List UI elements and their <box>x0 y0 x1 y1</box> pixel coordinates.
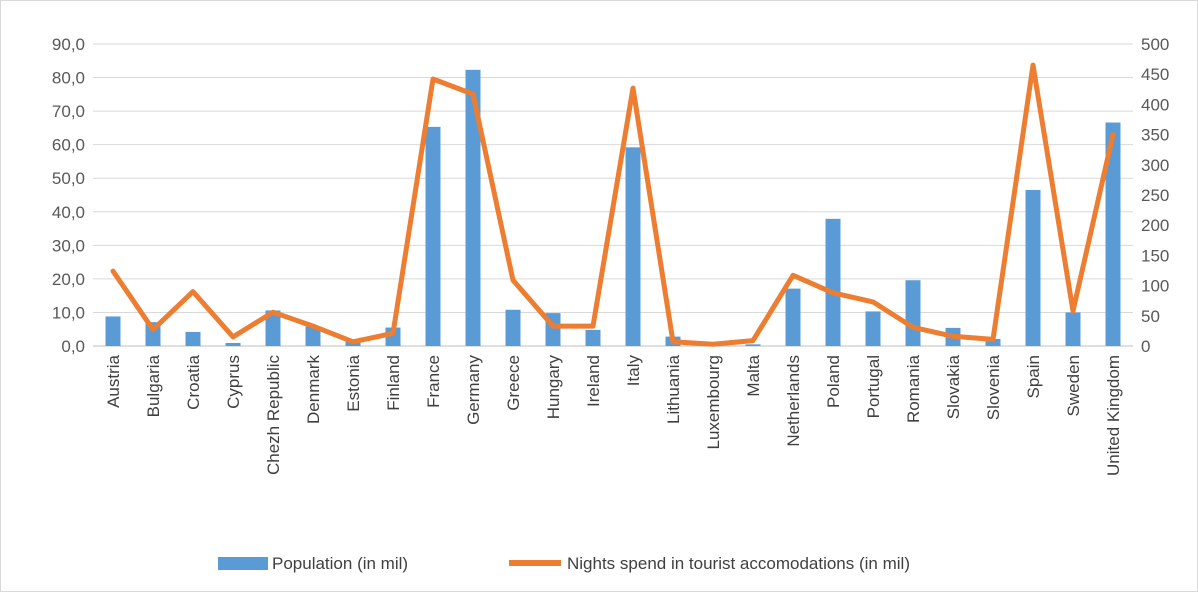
category-label: Luxembourg <box>704 355 723 450</box>
category-label: Portugal <box>864 355 883 418</box>
category-label: France <box>424 355 443 408</box>
left-axis-tick-label: 90,0 <box>52 35 85 54</box>
category-label: Finland <box>384 355 403 411</box>
right-axis-tick-label: 50 <box>1141 307 1160 326</box>
category-label: Denmark <box>304 355 323 424</box>
legend: Population (in mil) Nights spend in tour… <box>218 554 910 573</box>
category-label: Cyprus <box>224 355 243 409</box>
right-axis-tick-label: 500 <box>1141 35 1169 54</box>
right-axis-tick-label: 150 <box>1141 246 1169 265</box>
bar-cyprus <box>225 342 241 346</box>
category-label: Croatia <box>184 354 203 409</box>
category-label: Slovenia <box>984 354 1003 420</box>
bar-croatia <box>185 331 201 346</box>
bar-spain <box>1025 189 1041 346</box>
right-axis-tick-label: 350 <box>1141 126 1169 145</box>
right-axis-tick-label: 250 <box>1141 186 1169 205</box>
category-label: Poland <box>824 355 843 408</box>
left-axis-tick-label: 80,0 <box>52 69 85 88</box>
left-axis-tick-label: 30,0 <box>52 236 85 255</box>
bar-germany <box>465 69 481 347</box>
bar-poland <box>825 218 841 346</box>
right-axis-tick-label: 300 <box>1141 156 1169 175</box>
bar-netherlands <box>785 288 801 346</box>
left-axis-tick-label: 60,0 <box>52 136 85 155</box>
bar-portugal <box>865 311 881 346</box>
bar-romania <box>905 280 921 346</box>
category-label: United Kingdom <box>1104 355 1123 476</box>
bar-sweden <box>1065 312 1081 346</box>
category-label: Hungary <box>544 355 563 420</box>
category-label: Ireland <box>584 355 603 407</box>
bar-denmark <box>305 326 321 346</box>
bar-france <box>425 126 441 346</box>
legend-swatch-population <box>218 557 268 570</box>
bar-italy <box>625 147 641 346</box>
left-axis-tick-label: 10,0 <box>52 303 85 322</box>
category-label: Estonia <box>344 354 363 411</box>
left-axis-tick-label: 40,0 <box>52 203 85 222</box>
right-axis-tick-label: 100 <box>1141 277 1169 296</box>
bar-austria <box>105 316 121 346</box>
category-label: Bulgaria <box>144 354 163 417</box>
nights-line <box>110 62 1116 347</box>
category-label: Netherlands <box>784 355 803 447</box>
left-y-axis: 0,0 10,0 20,0 30,0 40,0 50,0 60,0 70,0 80,0 90,0 <box>52 35 85 356</box>
left-axis-tick-label: 70,0 <box>52 102 85 121</box>
category-label: Greece <box>504 355 523 411</box>
bar-greece <box>505 309 521 346</box>
legend-label-population: Population (in mil) <box>272 554 408 573</box>
left-axis-tick-label: 20,0 <box>52 270 85 289</box>
right-axis-tick-label: 200 <box>1141 216 1169 235</box>
right-axis-tick-label: 450 <box>1141 65 1169 84</box>
category-label: Spain <box>1024 355 1043 398</box>
category-label: Romania <box>904 354 923 423</box>
bar-chezh-republic <box>265 310 281 346</box>
category-label: Italy <box>624 355 643 387</box>
legend-label-nights: Nights spend in tourist accomodations (i… <box>567 554 910 573</box>
right-axis-tick-label: 0 <box>1141 337 1150 356</box>
bar-slovenia <box>985 338 1001 346</box>
nights-series-line <box>110 62 1116 347</box>
category-label: Austria <box>104 354 123 407</box>
left-axis-tick-label: 0,0 <box>61 337 85 356</box>
category-label: Germany <box>464 355 483 425</box>
x-axis: Austria Bulgaria Croatia Cyprus Chezh Republ… <box>104 354 1123 476</box>
left-axis-tick-label: 50,0 <box>52 169 85 188</box>
category-label: Lithuania <box>664 354 683 424</box>
bar-malta <box>745 344 761 346</box>
right-y-axis: 0 50 100 150 200 250 300 350 400 450 500 <box>1141 35 1169 356</box>
category-label: Slovakia <box>944 354 963 419</box>
bar-ireland <box>585 329 601 346</box>
category-label: Malta <box>744 354 763 396</box>
category-label: Chezh Republic <box>264 355 283 476</box>
right-axis-tick-label: 400 <box>1141 95 1169 114</box>
bar-united-kingdom <box>1105 122 1121 347</box>
category-label: Sweden <box>1064 355 1083 416</box>
